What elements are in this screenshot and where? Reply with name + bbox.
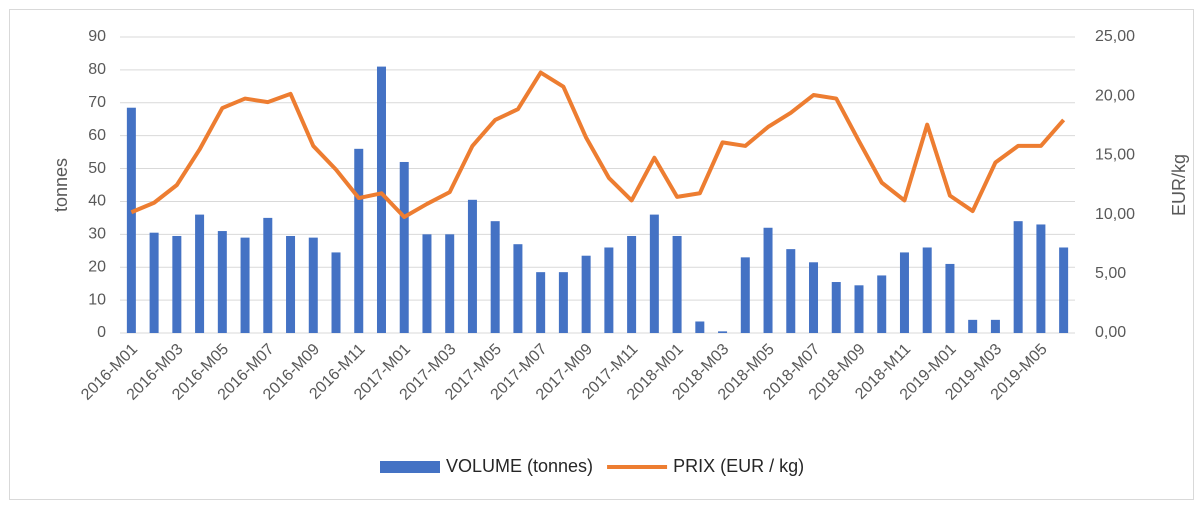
bar — [809, 262, 819, 333]
y-tick-label: 80 — [88, 61, 106, 78]
y-axis-title: tonnes — [51, 158, 71, 212]
bar — [513, 244, 523, 333]
legend-label: VOLUME (tonnes) — [446, 456, 593, 476]
bar — [877, 275, 887, 333]
bar — [786, 249, 796, 333]
bar — [331, 252, 341, 333]
y-tick-label: 60 — [88, 127, 106, 144]
y-tick-label: 30 — [88, 226, 106, 243]
bar — [672, 235, 682, 333]
y2-tick-label: 20,00 — [1095, 87, 1135, 104]
bar — [831, 282, 841, 333]
bar — [1059, 247, 1069, 333]
bar — [604, 247, 614, 333]
y-tick-label: 10 — [88, 291, 106, 308]
y2-tick-label: 25,00 — [1095, 28, 1135, 45]
bar — [718, 331, 728, 333]
y-tick-label: 90 — [88, 28, 106, 45]
bar — [922, 247, 932, 333]
bar — [1036, 224, 1046, 333]
bar — [899, 252, 909, 333]
y2-tick-label: 15,00 — [1095, 147, 1135, 164]
y-tick-label: 0 — [97, 324, 106, 341]
bar — [126, 107, 136, 333]
bar — [172, 235, 182, 333]
bar — [376, 66, 386, 333]
y-tick-label: 40 — [88, 193, 106, 210]
y-tick-label: 50 — [88, 160, 106, 177]
y-tick-label: 70 — [88, 94, 106, 111]
bar — [149, 232, 159, 333]
bar — [286, 235, 296, 333]
bar — [1013, 221, 1023, 333]
bar — [240, 237, 250, 333]
y2-tick-label: 5,00 — [1095, 265, 1126, 282]
bar — [445, 234, 455, 333]
bar — [990, 319, 1000, 333]
y2-tick-label: 10,00 — [1095, 206, 1135, 223]
bar — [740, 257, 750, 333]
bar — [945, 263, 955, 333]
bar — [354, 148, 364, 333]
y2-tick-label: 0,00 — [1095, 324, 1126, 341]
bar — [217, 231, 227, 333]
bar — [399, 161, 409, 333]
y-tick-label: 20 — [88, 258, 106, 275]
line — [130, 70, 1066, 219]
legend-swatch — [380, 461, 440, 473]
bar — [854, 285, 864, 333]
bar — [581, 255, 591, 333]
bar — [695, 321, 705, 333]
bar — [490, 221, 500, 333]
bar — [968, 319, 978, 333]
bar — [763, 227, 773, 333]
bar — [308, 237, 318, 333]
y2-axis-title: EUR/kg — [1169, 154, 1189, 216]
bar — [263, 217, 273, 333]
bar — [422, 234, 432, 333]
bar — [649, 214, 659, 333]
bar — [195, 214, 205, 333]
bar — [467, 199, 477, 333]
bar — [627, 235, 637, 333]
bar — [536, 272, 546, 333]
chart-frame — [9, 9, 1194, 500]
bar — [558, 272, 568, 333]
legend-label: PRIX (EUR / kg) — [673, 456, 804, 476]
